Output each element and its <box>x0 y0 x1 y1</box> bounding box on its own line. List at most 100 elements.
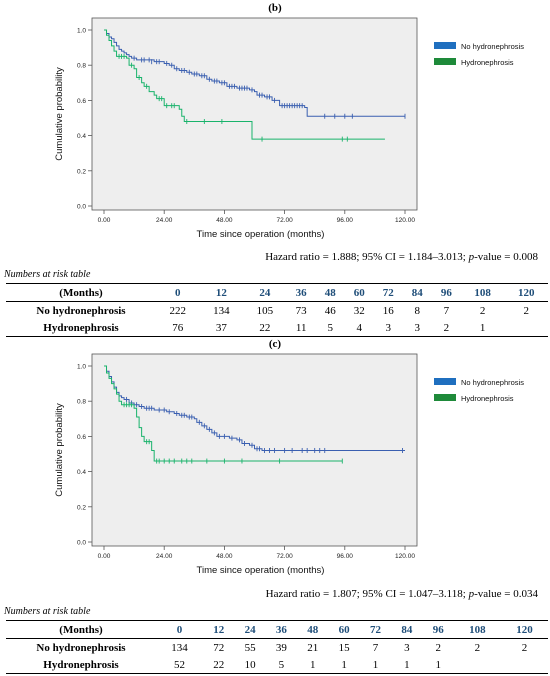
risk-header-label: (Months) <box>6 620 156 639</box>
risk-header-label: (Months) <box>6 283 156 302</box>
risk-value-cell: 222 <box>169 304 187 317</box>
risk-value-cell: 55 <box>244 641 256 654</box>
survival-curve-no-hydronephrosis <box>104 29 405 117</box>
risk-value-cell: 52 <box>156 656 204 674</box>
risk-month-cell: 48 <box>297 620 329 639</box>
x-tick-label: 72.00 <box>276 553 293 560</box>
risk-value-cell: 105 <box>256 304 274 317</box>
y-axis-label: Cumulative probability <box>54 403 65 497</box>
risk-value-cell: 8 <box>414 304 421 317</box>
risk-value-cell: 5 <box>315 319 345 337</box>
p-label-b: p <box>468 251 475 263</box>
legend-label-hydronephrosis: Hydronephrosis <box>461 58 514 67</box>
panel-label-b: (b) <box>268 2 282 14</box>
risk-value-cell: 72 <box>213 641 225 654</box>
x-tick-label: 96.00 <box>337 217 354 224</box>
hazard-ratio-b: Hazard ratio = 1.888; 95% CI = 1.184–3.0… <box>265 251 538 263</box>
y-tick-label: 0.4 <box>77 133 86 140</box>
risk-month-cell: 36 <box>286 283 316 302</box>
risk-value-cell: 1 <box>422 656 454 674</box>
risk-month-cell: 108 <box>460 283 505 302</box>
p-value-b: -value = 0.008 <box>474 251 538 263</box>
legend-swatch-hydronephrosis <box>434 58 456 65</box>
x-tick-label: 120.00 <box>395 217 415 224</box>
risk-value-cell: 2 <box>523 304 529 317</box>
risk-value-cell: 22 <box>203 656 235 674</box>
risk-value-cell: 73 <box>295 304 307 317</box>
hazard-ratio-c: Hazard ratio = 1.807; 95% CI = 1.047–3.1… <box>266 588 538 600</box>
risk-value-cell: 2 <box>479 304 486 317</box>
risk-value-cell: 7 <box>372 641 379 654</box>
y-tick-label: 0.0 <box>77 204 86 211</box>
legend-swatch-no-hydronephrosis <box>434 378 456 385</box>
risk-table-c: (Months) 0 12 24 36 48 60 72 84 96 108 120 No hydron… <box>6 620 548 674</box>
risk-value-cell <box>504 319 548 337</box>
risk-row-label: No hydronephrosis <box>36 304 126 317</box>
legend-swatch-no-hydronephrosis <box>434 42 456 49</box>
risk-month-cell: 0 <box>156 283 200 302</box>
risk-month-cell: 72 <box>359 620 392 639</box>
risk-month-cell: 72 <box>373 283 403 302</box>
plot-area <box>91 17 418 211</box>
risk-value-cell: 2 <box>431 319 461 337</box>
y-tick-label: 0.2 <box>77 504 86 511</box>
risk-row-label: Hydronephrosis <box>6 319 156 337</box>
risk-table-title-b: Numbers at risk table <box>4 269 91 280</box>
risk-value-cell <box>453 656 501 674</box>
risk-value-cell: 32 <box>353 304 365 317</box>
risk-value-cell: 3 <box>402 319 432 337</box>
risk-row-label: Hydronephrosis <box>6 656 156 674</box>
y-tick-label: 1.0 <box>77 28 86 35</box>
risk-value-cell: 21 <box>307 641 319 654</box>
risk-month-cell: 12 <box>203 620 235 639</box>
risk-month-cell: 36 <box>265 620 298 639</box>
x-tick-label: 0.00 <box>98 553 111 560</box>
km-chart-b: 0.0 0.2 0.4 0.6 0.8 1.0 0.00 24.00 48.00 72.00 96.… <box>54 17 524 240</box>
risk-header-row: (Months) 0 12 24 36 48 60 72 84 96 108 120 <box>6 283 548 302</box>
risk-month-cell: 24 <box>243 283 287 302</box>
risk-value-cell: 3 <box>373 319 403 337</box>
risk-month-cell: 12 <box>199 283 244 302</box>
x-tick-label: 96.00 <box>337 553 354 560</box>
risk-table-title-c: Numbers at risk table <box>4 606 91 617</box>
risk-month-cell: 120 <box>500 620 548 639</box>
hazard-text-c: Hazard ratio = 1.807; 95% CI = 1.047–3.1… <box>265 588 469 600</box>
risk-value-cell: 15 <box>338 641 350 654</box>
risk-value-cell: 1 <box>359 656 392 674</box>
risk-value-cell: 134 <box>213 304 230 317</box>
x-tick-label: 0.00 <box>98 217 111 224</box>
risk-header-row: (Months) 0 12 24 36 48 60 72 84 96 108 120 <box>6 620 548 639</box>
legend-label-no-hydronephrosis: No hydronephrosis <box>461 42 524 51</box>
risk-value-cell: 39 <box>275 641 287 654</box>
x-tick-label: 48.00 <box>216 217 233 224</box>
x-axis-label: Time since operation (months) <box>197 565 325 576</box>
risk-month-cell: 0 <box>156 620 204 639</box>
risk-value-cell: 4 <box>344 319 374 337</box>
y-tick-label: 0.8 <box>77 63 86 70</box>
p-label-c: p <box>468 588 475 600</box>
risk-month-cell: 60 <box>328 620 360 639</box>
risk-month-cell: 24 <box>234 620 266 639</box>
hazard-text-b: Hazard ratio = 1.888; 95% CI = 1.184–3.0… <box>265 251 469 263</box>
risk-value-cell: 2 <box>521 641 528 654</box>
risk-value-cell: 7 <box>443 304 450 317</box>
x-tick-label: 24.00 <box>156 217 173 224</box>
km-chart-c: 0.0 0.2 0.4 0.6 0.8 1.0 0.00 24.00 48.00 72.00 96.… <box>54 353 524 576</box>
risk-row: Hydronephrosis 76 37 22 11 5 4 3 3 2 1 <box>6 319 548 337</box>
risk-row: No hydronephrosis 222 134 105 73 46 32 16 8 7 2 2 <box>6 302 548 320</box>
risk-row-label: No hydronephrosis <box>36 641 126 654</box>
y-tick-label: 0.2 <box>77 168 86 175</box>
risk-value-cell: 3 <box>404 641 410 654</box>
y-tick-label: 0.6 <box>77 434 86 441</box>
risk-month-cell: 84 <box>391 620 423 639</box>
risk-month-cell: 108 <box>453 620 501 639</box>
risk-value-cell: 1 <box>297 656 329 674</box>
risk-value-cell: 22 <box>243 319 287 337</box>
x-tick-label: 120.00 <box>395 553 415 560</box>
risk-value-cell: 37 <box>199 319 244 337</box>
legend-label-hydronephrosis: Hydronephrosis <box>461 394 514 403</box>
y-axis-label: Cumulative probability <box>54 67 65 161</box>
y-tick-label: 1.0 <box>77 364 86 371</box>
survival-curve-hydronephrosis <box>104 365 343 462</box>
risk-month-cell: 120 <box>504 283 548 302</box>
